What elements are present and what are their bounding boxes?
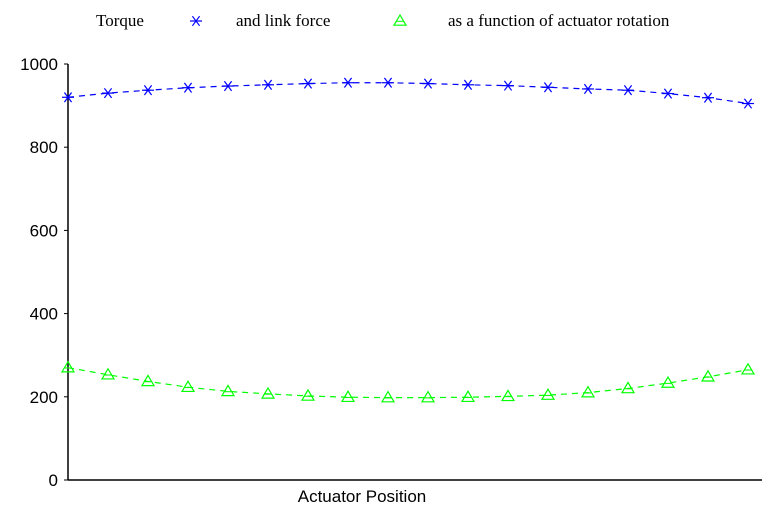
data-point [182,381,194,391]
data-point [582,387,594,397]
data-point [142,375,154,385]
data-point [542,82,554,92]
legend-label: as a function of actuator rotation [448,11,670,30]
legend-marker [394,15,406,25]
data-point [742,364,754,374]
data-point [542,389,554,399]
data-point [182,83,194,93]
data-point [382,78,394,88]
series-layer [62,78,754,402]
data-point [342,391,354,401]
legend: Torque and link force as a function of act… [96,11,670,30]
data-point [302,79,314,89]
data-point [102,88,114,98]
series-line [68,83,748,104]
data-point [382,392,394,402]
data-point [302,390,314,400]
data-point [622,85,634,95]
data-point [262,388,274,398]
data-point [702,93,714,103]
y-axis: 0 200 400 600 800 1000 [20,55,68,490]
data-point [662,89,674,99]
data-point [422,79,434,89]
data-point [462,391,474,401]
legend-marker [190,16,202,26]
legend-label: Torque [96,11,144,30]
series-1 [62,362,754,402]
y-tick-label: 400 [30,305,58,324]
y-tick-label: 600 [30,221,58,240]
series-line [68,368,748,398]
series-0 [62,78,754,108]
y-tick-label: 1000 [20,55,58,74]
data-point [422,392,434,402]
y-tick-label: 200 [30,388,58,407]
x-axis-label: Actuator Position [298,487,427,506]
data-point [462,80,474,90]
data-point [502,81,514,91]
y-tick-label: 800 [30,138,58,157]
data-point [222,81,234,91]
data-point [142,85,154,95]
legend-label: and link force [236,11,330,30]
data-point [502,390,514,400]
data-point [342,78,354,88]
data-point [262,80,274,90]
data-point [742,99,754,109]
data-point [582,84,594,94]
data-point [702,371,714,381]
y-tick-label: 0 [49,471,58,490]
